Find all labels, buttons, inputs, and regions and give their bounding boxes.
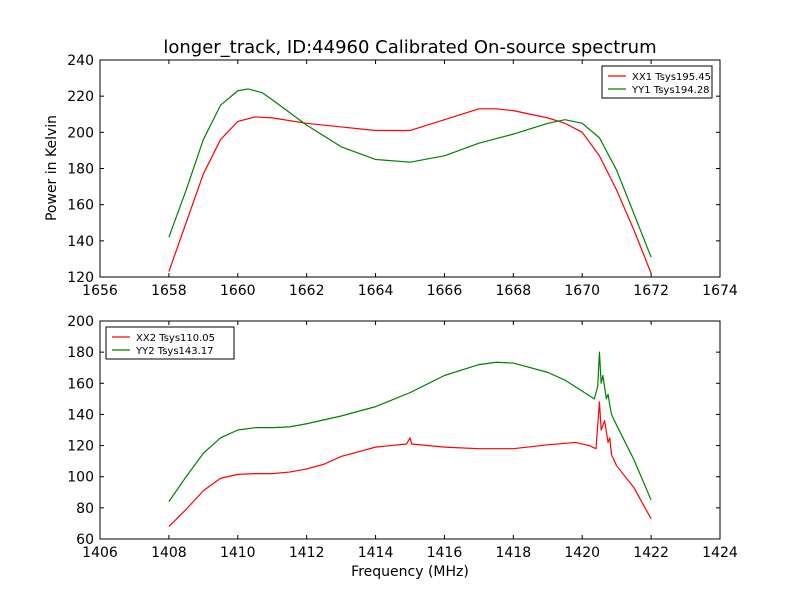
legend-label: YY2 Tsys143.17: [135, 346, 214, 357]
y-tick-label: 80: [76, 501, 94, 517]
x-tick-label: 1418: [496, 545, 532, 561]
x-tick-label: 1664: [358, 283, 394, 299]
top-panel: 1656 1658 1660 1662 1664 1666 1668 1670 1672 1674…: [67, 53, 738, 299]
y-axis-label: Power in Kelvin: [44, 115, 60, 221]
x-tick-label: 1672: [633, 283, 669, 299]
x-tick-label: 1668: [496, 283, 532, 299]
y-tick-label: 180: [67, 345, 94, 361]
y-tick-label: 240: [67, 53, 94, 69]
y-tick-label: 200: [67, 314, 94, 330]
series-line-2: [168, 351, 652, 502]
series-line-1: [168, 401, 652, 527]
y-tick-label: 140: [67, 234, 94, 250]
x-tick-label: 1412: [289, 545, 325, 561]
figure-title: longer_track, ID:44960 Calibrated On-sou…: [163, 37, 656, 58]
y-tick-label: 220: [67, 89, 94, 105]
y-tick-label: 120: [67, 439, 94, 455]
legend-box: [601, 65, 713, 99]
x-tick-label: 1658: [151, 283, 187, 299]
y-tick-label: 180: [67, 162, 94, 178]
y-tick-label: 200: [67, 125, 94, 141]
legend: XX2 Tsys110.05 YY2 Tsys143.17: [105, 326, 235, 360]
x-tick-label: 1666: [427, 283, 463, 299]
y-tick-label: 100: [67, 470, 94, 486]
legend-box: [105, 326, 235, 360]
x-tick-label: 1656: [82, 283, 118, 299]
x-axis-label: Frequency (MHz): [351, 564, 469, 580]
x-tick-label: 1674: [702, 283, 738, 299]
x-tick-label: 1410: [220, 545, 256, 561]
x-tick-label: 1406: [82, 545, 118, 561]
y-tick-label: 120: [67, 270, 94, 286]
series-line-2: [168, 88, 652, 258]
x-tick-label: 1424: [702, 545, 738, 561]
y-tick-label: 140: [67, 407, 94, 423]
x-tick-label: 1420: [564, 545, 600, 561]
x-tick-label: 1422: [633, 545, 669, 561]
legend-label: XX2 Tsys110.05: [136, 333, 215, 344]
y-tick-label: 60: [76, 532, 94, 548]
x-tick-label: 1670: [564, 283, 600, 299]
y-tick-label: 160: [67, 198, 94, 214]
x-tick-label: 1662: [289, 283, 325, 299]
y-tick-label: 160: [67, 376, 94, 392]
x-tick-label: 1416: [427, 545, 463, 561]
series-line-1: [168, 108, 652, 274]
legend-label: YY1 Tsys194.28: [631, 85, 710, 96]
x-tick-label: 1660: [220, 283, 256, 299]
bottom-panel: 1406 1408 1410 1412 1414 1416 1418 1420 1422 1424…: [67, 314, 738, 561]
x-tick-label: 1408: [151, 545, 187, 561]
x-tick-label: 1414: [358, 545, 394, 561]
legend-label: XX1 Tsys195.45: [632, 72, 711, 83]
axes-frame: [99, 320, 721, 540]
legend: XX1 Tsys195.45 YY1 Tsys194.28: [601, 65, 713, 99]
